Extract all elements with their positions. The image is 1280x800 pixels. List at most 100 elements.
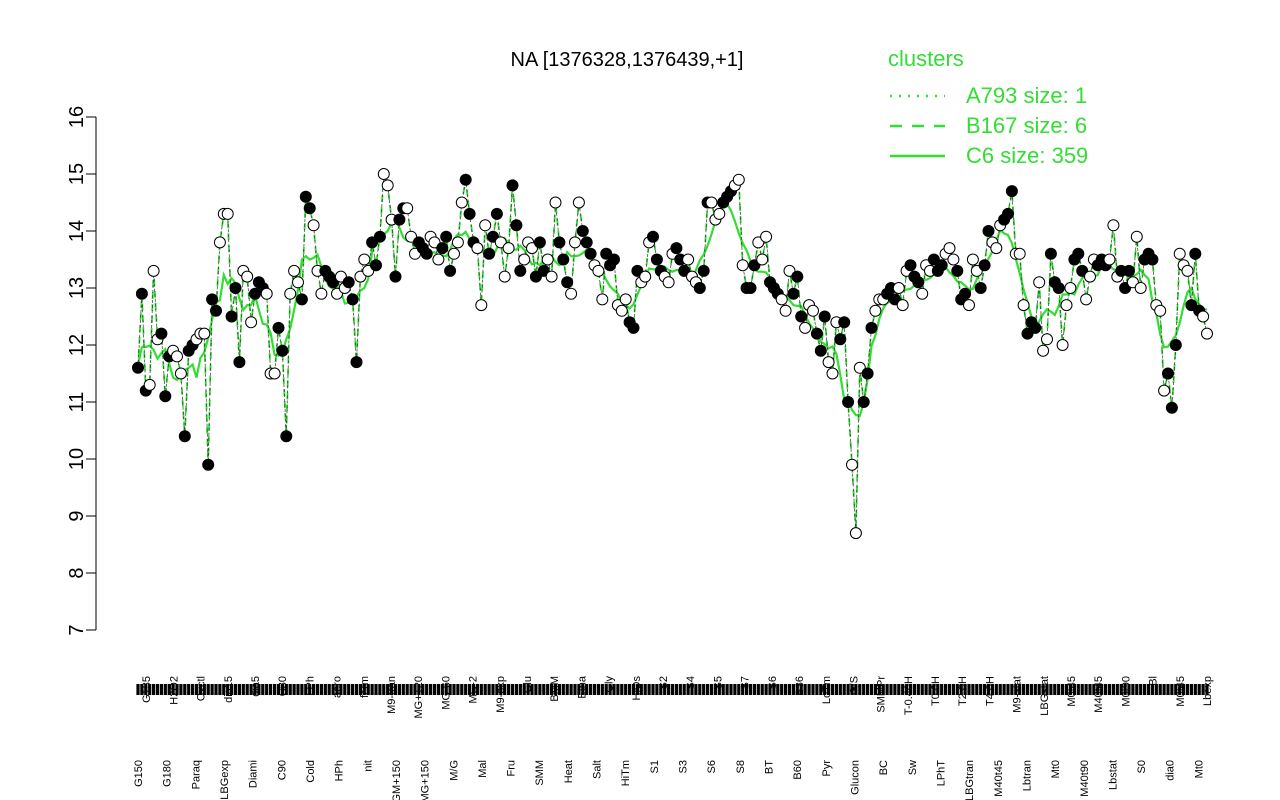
x-tick — [518, 684, 522, 695]
x-tick — [791, 684, 795, 695]
x-tick — [1127, 684, 1131, 695]
x-tick — [639, 684, 643, 695]
x-tick — [667, 684, 671, 695]
data-point — [370, 259, 382, 272]
x-tick — [979, 684, 983, 695]
x-tick — [866, 684, 870, 695]
data-point — [444, 264, 457, 277]
x-tick-label: HPh — [334, 760, 346, 781]
x-tick — [308, 684, 312, 695]
data-point — [284, 287, 297, 300]
x-tick — [901, 684, 905, 695]
x-tick — [1061, 684, 1065, 695]
data-point — [810, 327, 823, 340]
x-tick — [237, 684, 241, 695]
x-tick — [1006, 684, 1010, 695]
data-point — [1173, 247, 1186, 260]
x-tick — [214, 684, 218, 695]
x-tick — [499, 684, 503, 695]
x-tick — [409, 684, 413, 695]
data-point — [1134, 282, 1147, 294]
x-tick — [764, 684, 768, 695]
x-tick — [510, 684, 515, 695]
data-point — [342, 276, 355, 289]
x-tick — [136, 684, 140, 695]
x-tick — [1096, 684, 1100, 695]
x-tick — [604, 684, 608, 695]
data-point — [818, 310, 831, 323]
x-axis: G135 H2O2 Oxctl dia15 dia5 C30 LPh aero ferm M9-t… — [133, 675, 1214, 800]
x-tick-label: ferm — [359, 676, 371, 698]
data-point — [1197, 310, 1210, 323]
x-tick — [339, 684, 343, 695]
x-tick — [787, 684, 792, 695]
x-tick — [241, 684, 245, 695]
data-point — [1002, 207, 1014, 220]
x-tick — [358, 684, 362, 695]
x-tick — [659, 684, 663, 695]
data-point — [518, 253, 531, 266]
data-point — [350, 356, 363, 369]
x-tick — [390, 684, 394, 695]
x-tick — [198, 684, 202, 695]
x-tick-label: Lbstat — [1107, 760, 1119, 790]
x-tick — [495, 684, 499, 695]
x-tick — [561, 684, 565, 695]
data-point — [448, 247, 460, 260]
data-point — [549, 196, 562, 209]
x-tick — [366, 684, 370, 695]
data-point — [292, 276, 304, 289]
data-point — [174, 367, 187, 380]
x-tick — [600, 684, 604, 695]
data-point — [892, 282, 905, 294]
x-tick — [546, 684, 550, 695]
x-tick — [1029, 684, 1033, 695]
x-tick — [784, 684, 788, 695]
data-point — [814, 344, 827, 357]
x-tick — [725, 684, 729, 695]
x-tick-label: LBGtran — [964, 760, 976, 800]
x-tick-label: Cold — [305, 760, 317, 783]
data-point — [393, 213, 406, 226]
data-point — [705, 196, 718, 209]
x-tick — [284, 684, 288, 695]
data-point — [912, 276, 925, 289]
data-point — [451, 236, 464, 249]
data-point — [171, 350, 183, 363]
x-tick — [1178, 684, 1182, 695]
data-point — [245, 316, 258, 329]
data-point — [842, 396, 855, 408]
x-tick-label: Gly — [604, 676, 616, 693]
data-point — [420, 247, 433, 260]
data-point — [490, 207, 503, 220]
x-tick-label: M40t45 — [993, 760, 1005, 797]
data-point — [1064, 282, 1077, 294]
y-tick-label: 8 — [66, 567, 88, 578]
x-tick — [748, 684, 753, 695]
x-tick — [647, 684, 651, 695]
x-tick — [1104, 684, 1108, 695]
data-point — [533, 236, 546, 249]
data-point — [1072, 247, 1085, 260]
data-point — [990, 242, 1003, 255]
x-tick — [908, 684, 913, 695]
data-point — [947, 253, 960, 266]
x-tick — [620, 684, 624, 695]
x-tick — [1158, 684, 1162, 695]
data-point — [807, 304, 819, 317]
data-point — [1130, 230, 1143, 243]
x-tick — [729, 684, 733, 695]
data-point — [463, 207, 476, 220]
data-point — [1052, 282, 1065, 294]
x-tick — [721, 684, 725, 695]
x-tick-label: MG+150 — [420, 760, 432, 800]
x-tick — [370, 684, 374, 695]
x-tick — [253, 684, 257, 695]
data-point — [787, 287, 800, 300]
data-point — [553, 236, 566, 249]
x-tick — [542, 684, 546, 695]
x-tick — [589, 684, 593, 695]
x-tick-label: G150 — [133, 760, 145, 787]
x-tick-label: S8 — [735, 760, 747, 773]
data-point — [260, 287, 273, 300]
